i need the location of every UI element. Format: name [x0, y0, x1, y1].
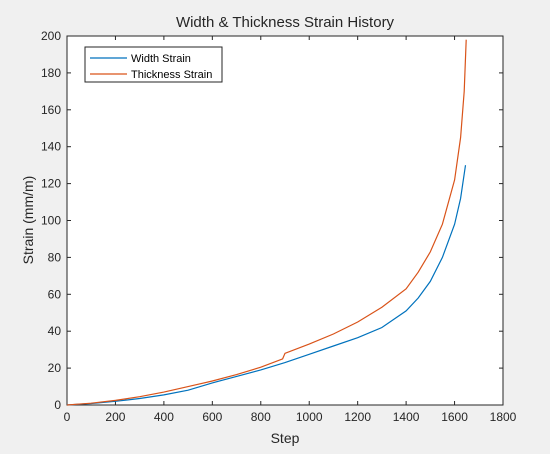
y-tick-label: 0 — [54, 398, 61, 412]
x-tick-label: 1600 — [441, 410, 468, 424]
y-tick-label: 60 — [48, 287, 62, 301]
x-tick-label: 0 — [64, 410, 71, 424]
x-axis-label: Step — [271, 430, 300, 446]
x-tick-label: 1000 — [296, 410, 323, 424]
legend-label: Width Strain — [131, 53, 191, 65]
y-tick-label: 20 — [48, 361, 62, 375]
legend-box — [84, 46, 223, 83]
y-tick-label: 140 — [41, 140, 61, 154]
x-tick-label: 600 — [202, 410, 222, 424]
y-tick-label: 160 — [41, 103, 61, 117]
legend-label: Thickness Strain — [131, 69, 212, 81]
y-tick-label: 180 — [41, 66, 61, 80]
y-tick-label: 80 — [48, 250, 62, 264]
x-tick-label: 1200 — [344, 410, 371, 424]
y-tick-label: 100 — [41, 214, 61, 228]
y-tick-label: 200 — [41, 29, 61, 43]
x-tick-label: 200 — [105, 410, 125, 424]
x-tick-label: 1800 — [490, 410, 517, 424]
y-tick-label: 40 — [48, 324, 62, 338]
y-tick-label: 120 — [41, 177, 61, 191]
x-tick-label: 800 — [251, 410, 271, 424]
chart-title: Width & Thickness Strain History — [176, 14, 395, 31]
x-tick-label: 1400 — [393, 410, 420, 424]
legend[interactable]: Width Strain Thickness Strain — [84, 46, 223, 83]
x-tick-label: 400 — [154, 410, 174, 424]
x-axis: 0 200 400 600 800 1000 1200 1400 1600 1800 — [64, 36, 517, 424]
plot-area — [66, 35, 504, 406]
series-line-thickness-strain — [66, 39, 467, 406]
series-line-width-strain — [66, 165, 467, 406]
y-axis-label: Strain (mm/m) — [20, 176, 36, 265]
series-layer — [66, 39, 467, 406]
y-axis: 0 20 40 60 80 100 120 140 160 180 200 — [41, 29, 503, 412]
